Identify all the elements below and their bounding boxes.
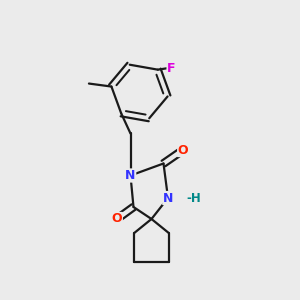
Text: N: N bbox=[163, 191, 173, 205]
Text: N: N bbox=[125, 169, 136, 182]
Text: F: F bbox=[167, 62, 176, 75]
Text: O: O bbox=[178, 143, 188, 157]
Text: O: O bbox=[112, 212, 122, 226]
Text: -H: -H bbox=[187, 191, 201, 205]
